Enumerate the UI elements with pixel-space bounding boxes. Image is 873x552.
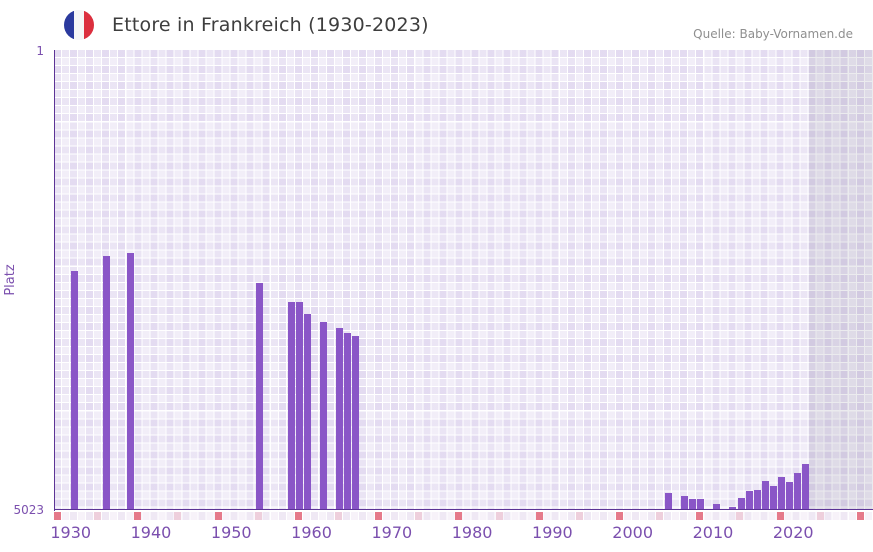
flag-red-stripe xyxy=(84,10,94,40)
strip-accent-cell xyxy=(214,511,222,520)
bar-2019[interactable] xyxy=(785,482,793,510)
bar-1934[interactable] xyxy=(103,255,111,510)
bar-2015[interactable] xyxy=(753,490,761,510)
france-flag-icon xyxy=(64,10,94,40)
bar-2014[interactable] xyxy=(745,491,753,510)
x-tick-1990: 1990 xyxy=(532,523,573,542)
strip-accent-cell xyxy=(294,511,302,520)
bar-1953[interactable] xyxy=(255,282,263,510)
strip-accent-cell xyxy=(495,511,503,520)
strip-accent-cell xyxy=(415,511,423,520)
bar-2007[interactable] xyxy=(689,499,697,510)
strip-accent-cell xyxy=(334,511,342,520)
bar-1961[interactable] xyxy=(320,322,328,510)
y-axis-top-tick: 1 xyxy=(36,43,44,58)
bar-1965[interactable] xyxy=(352,336,360,510)
bar-1959[interactable] xyxy=(304,313,311,510)
strip-accent-cell xyxy=(54,511,61,520)
x-tick-1980: 1980 xyxy=(451,523,493,542)
bar-2008[interactable] xyxy=(697,499,705,510)
missing-data-strip xyxy=(54,511,873,520)
bar-2017[interactable] xyxy=(769,486,777,510)
strip-accent-cell xyxy=(856,511,864,520)
bar-1930[interactable] xyxy=(71,271,79,510)
strip-accent-cell xyxy=(575,511,583,520)
x-tick-2020: 2020 xyxy=(772,523,814,542)
strip-accent-cell xyxy=(254,511,262,520)
flag-blue-stripe xyxy=(64,10,74,40)
x-axis xyxy=(53,508,873,511)
strip-accent-cell xyxy=(816,511,824,520)
source-attribution: Quelle: Baby-Vornamen.de xyxy=(693,27,853,41)
bar-1958[interactable] xyxy=(295,301,303,510)
bar-2020[interactable] xyxy=(793,472,801,510)
strip-accent-cell xyxy=(134,511,142,520)
x-tick-1960: 1960 xyxy=(291,523,332,542)
x-tick-1940: 1940 xyxy=(130,523,172,542)
bar-1937[interactable] xyxy=(127,252,135,510)
strip-accent-cell xyxy=(696,511,704,520)
strip-accent-cell xyxy=(736,511,744,520)
bar-2021[interactable] xyxy=(801,463,809,510)
x-tick-1950: 1950 xyxy=(210,523,252,542)
strip-accent-cell xyxy=(455,511,463,520)
x-tick-1970: 1970 xyxy=(371,523,413,542)
x-tick-2010: 2010 xyxy=(692,523,734,542)
bar-2018[interactable] xyxy=(777,476,785,510)
strip-accent-cell xyxy=(535,511,543,520)
bar-2006[interactable] xyxy=(681,496,689,510)
bar-2004[interactable] xyxy=(665,493,673,510)
bar-1957[interactable] xyxy=(287,301,295,510)
bar-1964[interactable] xyxy=(344,332,352,510)
y-axis-title: Platz xyxy=(3,264,18,296)
y-axis xyxy=(53,50,56,511)
plot-area[interactable] xyxy=(54,50,873,510)
bar-2010[interactable] xyxy=(713,504,721,510)
strip-accent-cell xyxy=(94,511,102,520)
bar-2012[interactable] xyxy=(729,507,737,510)
x-tick-1930: 1930 xyxy=(50,523,92,542)
bar-1963[interactable] xyxy=(336,327,344,510)
x-tick-2000: 2000 xyxy=(612,523,654,542)
strip-accent-cell xyxy=(615,511,623,520)
strip-accent-cell xyxy=(776,511,784,520)
strip-accent-cell xyxy=(174,511,182,520)
y-axis-bottom-tick: 5023 xyxy=(13,502,44,517)
chart-title: Ettore in Frankreich (1930-2023) xyxy=(112,14,429,36)
bar-2013[interactable] xyxy=(737,497,745,510)
bar-2016[interactable] xyxy=(761,481,769,510)
strip-accent-cell xyxy=(656,511,664,520)
flag-white-stripe xyxy=(74,10,84,40)
strip-accent-cell xyxy=(375,511,383,520)
